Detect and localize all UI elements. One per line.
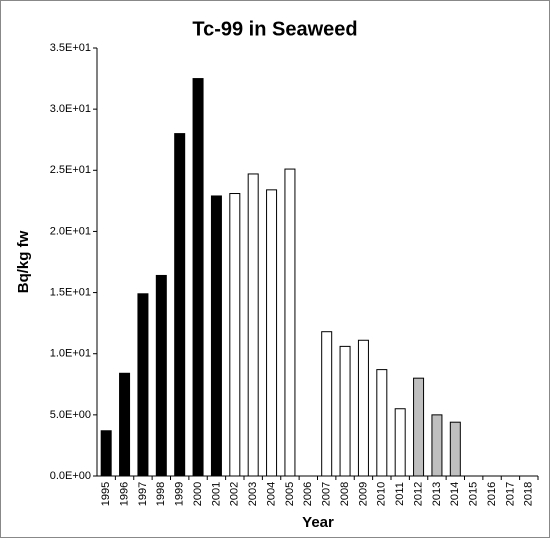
y-tick-label: 2.0E+01 [50, 225, 91, 237]
y-tick-label: 3.5E+01 [50, 42, 91, 54]
x-tick-label: 2010 [376, 482, 388, 506]
x-tick-label: 2017 [504, 482, 516, 506]
x-tick-label: 2018 [523, 482, 535, 506]
bar [266, 189, 278, 477]
bar [321, 331, 333, 477]
bar [357, 339, 369, 477]
x-tick-label: 1995 [100, 482, 112, 506]
y-tick-label: 1.5E+01 [50, 286, 91, 298]
bar [284, 168, 296, 477]
y-axis-title: Bq/kg fw [15, 230, 32, 293]
x-tick-label: 2011 [394, 482, 406, 506]
x-axis-title: Year [302, 514, 334, 531]
y-tick-label: 0.0E+00 [50, 470, 91, 482]
bar [174, 133, 186, 477]
x-tick-label: 1996 [118, 482, 130, 506]
bar [155, 274, 167, 477]
x-tick-label: 2012 [412, 482, 424, 506]
y-tick-label: 3.0E+01 [50, 103, 91, 115]
bar [229, 193, 241, 477]
bar [413, 377, 425, 477]
x-tick-label: 2008 [339, 482, 351, 506]
chart-title: Tc-99 in Seaweed [192, 18, 357, 40]
x-tick-label: 2004 [265, 482, 277, 506]
y-tick-label: 5.0E+00 [50, 409, 91, 421]
x-tick-label: 2001 [210, 482, 222, 506]
x-tick-label: 2003 [247, 482, 259, 506]
bar [192, 78, 204, 477]
x-tick-label: 2013 [431, 482, 443, 506]
x-tick-label: 2007 [321, 482, 333, 506]
x-tick-label: 2016 [486, 482, 498, 506]
y-tick-label: 1.0E+01 [50, 348, 91, 360]
bar [376, 369, 388, 477]
bar [247, 173, 259, 477]
bar [394, 408, 406, 477]
x-tick-label: 1997 [137, 482, 149, 506]
y-tick-label: 2.5E+01 [50, 164, 91, 176]
bar [210, 195, 222, 477]
bar [119, 372, 131, 477]
x-tick-label: 1998 [155, 482, 167, 506]
x-tick-label: 2005 [284, 482, 296, 506]
x-tick-label: 2014 [449, 482, 461, 506]
x-tick-label: 1999 [174, 482, 186, 506]
x-tick-label: 2002 [229, 482, 241, 506]
x-tick-label: 2015 [468, 482, 480, 506]
bar [100, 430, 112, 477]
x-tick-label: 2006 [302, 482, 314, 506]
bar [431, 414, 443, 477]
bar [449, 421, 461, 477]
x-tick-label: 2000 [192, 482, 204, 506]
x-tick-label: 2009 [357, 482, 369, 506]
bar [339, 345, 351, 477]
bar [137, 293, 149, 477]
